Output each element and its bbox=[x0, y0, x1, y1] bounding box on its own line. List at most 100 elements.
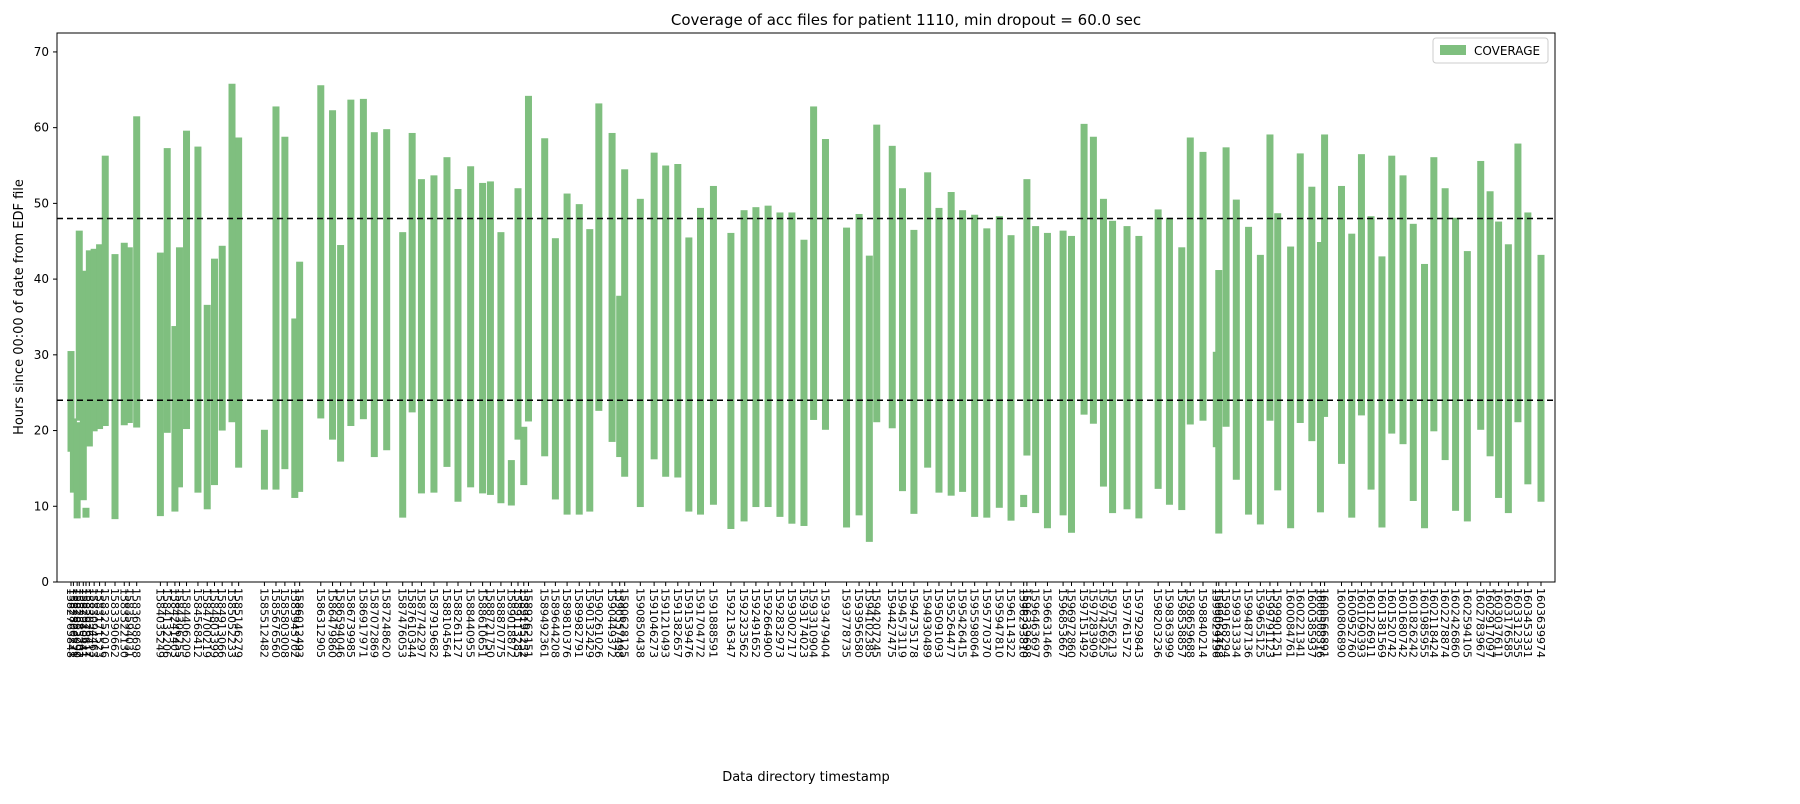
coverage-bar bbox=[1232, 199, 1240, 480]
coverage-bar bbox=[317, 85, 325, 419]
coverage-bar bbox=[947, 192, 955, 496]
x-tick-label: 1586594046 bbox=[334, 588, 347, 658]
coverage-bar bbox=[1080, 123, 1088, 415]
coverage-bar bbox=[776, 212, 784, 517]
coverage-bar bbox=[727, 232, 735, 529]
x-tick-label: 1598659688 bbox=[1183, 588, 1196, 658]
legend: COVERAGE bbox=[1432, 37, 1549, 64]
y-tick-label: 60 bbox=[34, 121, 49, 135]
coverage-bar bbox=[959, 210, 967, 492]
x-tick-label: 1589195252 bbox=[517, 588, 530, 658]
coverage-bar bbox=[608, 132, 616, 442]
chart-title: Coverage of acc files for patient 1110, … bbox=[671, 11, 1141, 29]
x-tick-label: 1592664900 bbox=[761, 588, 774, 658]
coverage-bar bbox=[1378, 256, 1386, 528]
x-tick-label: 1587919682 bbox=[427, 588, 440, 658]
coverage-bar bbox=[218, 245, 226, 431]
coverage-bar bbox=[272, 106, 280, 490]
x-tick-label: 1591382657 bbox=[671, 588, 684, 658]
x-tick-label: 1597283909 bbox=[1086, 588, 1099, 658]
coverage-bar bbox=[685, 237, 693, 512]
coverage-bar bbox=[73, 422, 81, 519]
x-tick-label: 1598840214 bbox=[1196, 588, 1209, 658]
x-tick-label: 1584241403 bbox=[168, 588, 181, 658]
coverage-bar bbox=[935, 207, 943, 493]
coverage-bar bbox=[67, 351, 75, 452]
x-tick-label: 1602118424 bbox=[1427, 588, 1440, 658]
coverage-bar bbox=[101, 155, 109, 427]
x-tick-label: 1599029136 bbox=[1209, 588, 1222, 658]
coverage-bar bbox=[1186, 137, 1194, 425]
x-tick-label: 1602278874 bbox=[1438, 588, 1451, 658]
coverage-bar bbox=[171, 326, 179, 512]
coverage-bar bbox=[69, 418, 77, 493]
y-tick-label: 0 bbox=[41, 575, 49, 589]
x-tick-label: 1589113285 bbox=[511, 588, 524, 658]
x-tick-label: 1596114322 bbox=[1004, 588, 1017, 658]
coverage-bar bbox=[507, 460, 515, 506]
x-tick-label: 1600084761 bbox=[1284, 588, 1297, 658]
x-tick-label: 1589018872 bbox=[504, 588, 517, 658]
x-tick-label: 1589262151 bbox=[521, 588, 534, 658]
coverage-bar bbox=[347, 99, 355, 427]
x-tick-label: 1583698698 bbox=[130, 588, 143, 658]
coverage-bar bbox=[621, 169, 629, 477]
x-tick-label: 1595947810 bbox=[992, 588, 1005, 658]
coverage-bar bbox=[1154, 209, 1162, 489]
x-tick-label: 1596339698 bbox=[1020, 588, 1033, 658]
coverage-bar bbox=[443, 157, 451, 467]
coverage-bar bbox=[788, 212, 796, 524]
coverage-bar bbox=[563, 193, 571, 515]
coverage-bar bbox=[1421, 263, 1429, 529]
coverage-bar bbox=[1316, 242, 1324, 513]
coverage-bar bbox=[1109, 220, 1117, 514]
coverage-bar bbox=[636, 198, 644, 508]
x-tick-label: 1596293810 bbox=[1017, 588, 1030, 658]
coverage-bar bbox=[1135, 235, 1143, 519]
coverage-bar bbox=[709, 185, 717, 505]
coverage-bar bbox=[551, 238, 559, 500]
coverage-bar bbox=[1032, 226, 1040, 514]
coverage-bar bbox=[82, 507, 90, 518]
coverage-bar bbox=[1043, 232, 1051, 529]
x-tick-label: 1584132206 bbox=[160, 588, 173, 658]
x-tick-label: 1602594105 bbox=[1460, 588, 1473, 658]
x-tick-label: 1590628125 bbox=[618, 588, 631, 658]
x-tick-label: 1598203236 bbox=[1151, 588, 1164, 658]
x-tick-label: 1589810376 bbox=[560, 588, 573, 658]
coverage-bar bbox=[1256, 254, 1264, 525]
coverage-bar bbox=[1007, 235, 1015, 521]
x-tick-label: 1583171523 bbox=[93, 588, 106, 658]
y-tick-label: 40 bbox=[34, 272, 49, 286]
legend-swatch bbox=[1440, 45, 1466, 55]
x-tick-label: 1583522130 bbox=[117, 588, 130, 658]
x-tick-label: 1597426925 bbox=[1096, 588, 1109, 658]
coverage-bar bbox=[1348, 233, 1356, 518]
x-tick-label: 1591704772 bbox=[694, 588, 707, 658]
coverage-bar bbox=[120, 242, 128, 426]
x-tick-label: 1588104564 bbox=[440, 588, 453, 658]
coverage-bar bbox=[1441, 188, 1449, 461]
coverage-bar bbox=[1321, 134, 1329, 417]
x-tick-label: 1588261127 bbox=[451, 588, 464, 658]
x-tick-label: 1592323562 bbox=[737, 588, 750, 658]
y-tick-label: 10 bbox=[34, 499, 49, 513]
x-tick-label: 1601381569 bbox=[1375, 588, 1388, 658]
coverage-bar bbox=[764, 205, 772, 508]
coverage-bar bbox=[1504, 244, 1512, 514]
coverage-bar bbox=[865, 255, 873, 542]
x-tick-label: 1584306255 bbox=[172, 588, 185, 658]
x-tick-label: 1586917971 bbox=[356, 588, 369, 658]
coverage-bar bbox=[595, 103, 603, 411]
x-tick-label: 1602426860 bbox=[1449, 588, 1462, 658]
x-tick-label: 1587742297 bbox=[414, 588, 427, 658]
coverage-bar bbox=[85, 250, 93, 447]
coverage-bar bbox=[1477, 160, 1485, 430]
x-tick-label: 1584913066 bbox=[215, 588, 228, 658]
coverage-bar bbox=[843, 227, 851, 528]
coverage-bar bbox=[1296, 153, 1304, 423]
coverage-bar bbox=[497, 232, 505, 504]
coverage-bar bbox=[1089, 136, 1097, 424]
x-tick-label: 1603037611 bbox=[1492, 588, 1505, 658]
coverage-bar bbox=[810, 106, 818, 420]
